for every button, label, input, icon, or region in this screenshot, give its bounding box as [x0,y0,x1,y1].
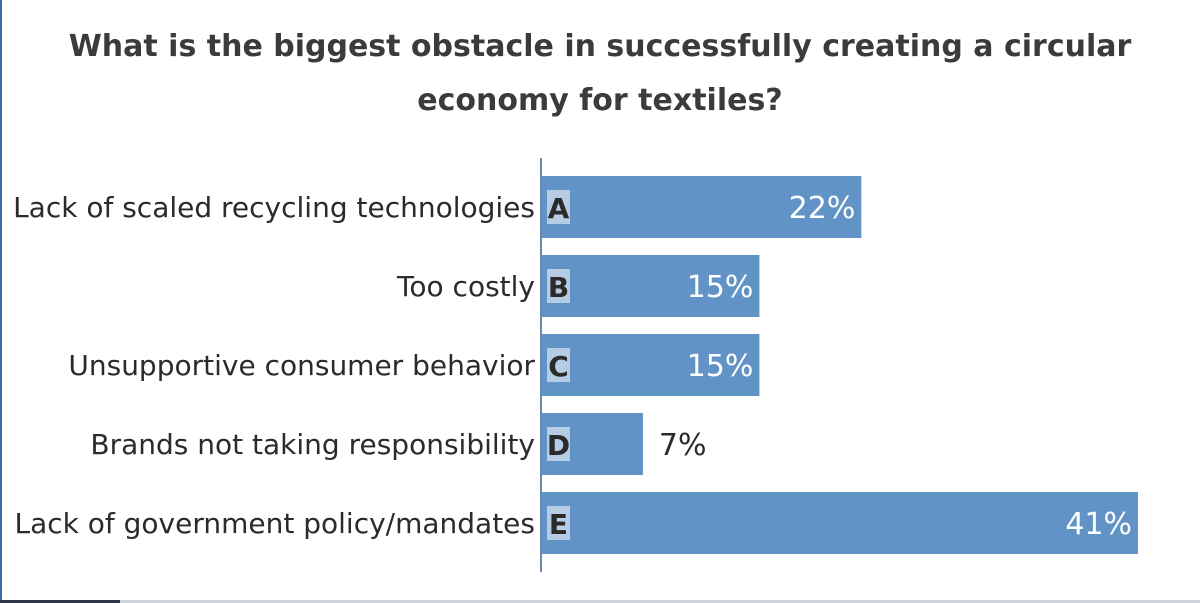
category-label: Lack of government policy/mandates [14,507,535,540]
category-label: Unsupportive consumer behavior [68,349,535,382]
bar-a [541,176,862,238]
category-label: Brands not taking responsibility [90,428,535,461]
letter-box-d [547,427,570,461]
bar-b [541,255,760,317]
letter-box-a [547,190,570,224]
category-label: Too costly [396,270,535,303]
bar-letter-a: A [548,192,570,225]
value-label: 22% [789,191,856,226]
letter-box-b [547,269,570,303]
bar-letter-c: C [548,350,569,383]
value-label: 7% [659,428,707,463]
value-label: 41% [1065,507,1132,542]
bar-letter-e: E [549,508,568,541]
bar-e [541,492,1138,554]
value-label: 15% [687,270,754,305]
bottom-edge-accent [0,600,120,603]
letter-box-e [547,506,570,540]
letter-box-c [547,348,570,382]
value-label: 15% [687,349,754,384]
bar-letter-d: D [547,429,570,462]
category-label: Lack of scaled recycling technologies [13,191,535,224]
bar-letter-b: B [548,271,569,304]
bar-c [541,334,760,396]
bottom-edge-line [0,600,1200,603]
chart-title: What is the biggest obstacle in successf… [68,29,1132,118]
left-edge-line [0,0,2,603]
